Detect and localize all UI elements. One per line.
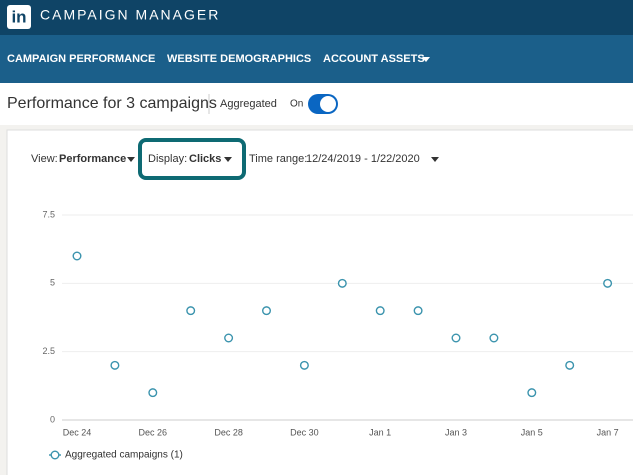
x-tick-label: Dec 24 <box>63 427 92 437</box>
dropdown-arrow[interactable] <box>431 157 439 162</box>
point <box>299 360 309 370</box>
x-tick-label: Jan 7 <box>597 427 619 437</box>
dropdown-arrow[interactable] <box>422 57 430 62</box>
point <box>527 388 537 398</box>
view-label: View: <box>31 153 58 165</box>
legend-marker <box>50 450 60 460</box>
point <box>148 388 158 398</box>
legend-label: Aggregated campaigns (1) <box>65 450 183 461</box>
display-label: Display: <box>148 153 187 165</box>
display-value[interactable]: Clicks <box>189 153 221 165</box>
y-tick-label: 0 <box>50 414 55 424</box>
highlight-box <box>138 138 246 180</box>
point <box>375 306 385 316</box>
dropdown-arrow[interactable] <box>127 157 135 162</box>
logo[interactable]: in <box>11 7 26 26</box>
point <box>337 278 347 288</box>
toggle-knob[interactable] <box>320 96 336 112</box>
x-tick-label: Jan 1 <box>369 427 391 437</box>
point <box>224 333 234 343</box>
toggle-label: On <box>290 99 303 110</box>
nav-item[interactable]: ACCOUNT ASSETS <box>323 53 425 65</box>
point <box>413 306 423 316</box>
nav-item[interactable]: WEBSITE DEMOGRAPHICS <box>167 53 311 65</box>
dropdown-arrow[interactable] <box>224 157 232 162</box>
top-bar <box>0 0 633 35</box>
point <box>603 278 613 288</box>
chart: 0 2.5 5 7.5 Dec 24 Dec 26 Dec 28 Dec 30 Jan 1 Jan… <box>42 209 633 461</box>
x-tick-label: Jan 5 <box>521 427 543 437</box>
x-tick-label: Dec 26 <box>139 427 168 437</box>
app-title: CAMPAIGN MANAGER <box>40 7 220 23</box>
point <box>186 306 196 316</box>
time-label: Time range: <box>249 153 307 165</box>
point <box>565 360 575 370</box>
point <box>262 306 272 316</box>
card <box>6 129 633 475</box>
x-tick-label: Jan 3 <box>445 427 467 437</box>
time-value[interactable]: 12/24/2019 - 1/22/2020 <box>306 153 420 165</box>
point <box>489 333 499 343</box>
y-tick-label: 5 <box>50 278 55 288</box>
page-title: Performance for 3 campaigns <box>7 95 217 112</box>
nav-bar <box>0 35 633 83</box>
point <box>110 360 120 370</box>
x-tick-label: Dec 28 <box>214 427 243 437</box>
y-tick-label: 2.5 <box>42 346 55 356</box>
point <box>72 251 82 261</box>
view-value[interactable]: Performance <box>59 153 126 165</box>
nav-item[interactable]: CAMPAIGN PERFORMANCE <box>7 53 155 65</box>
logo-box[interactable] <box>7 5 31 29</box>
y-tick-label: 7.5 <box>42 209 55 219</box>
aggregated-label: Aggregated <box>220 98 277 110</box>
x-tick-label: Dec 30 <box>290 427 319 437</box>
point <box>451 333 461 343</box>
